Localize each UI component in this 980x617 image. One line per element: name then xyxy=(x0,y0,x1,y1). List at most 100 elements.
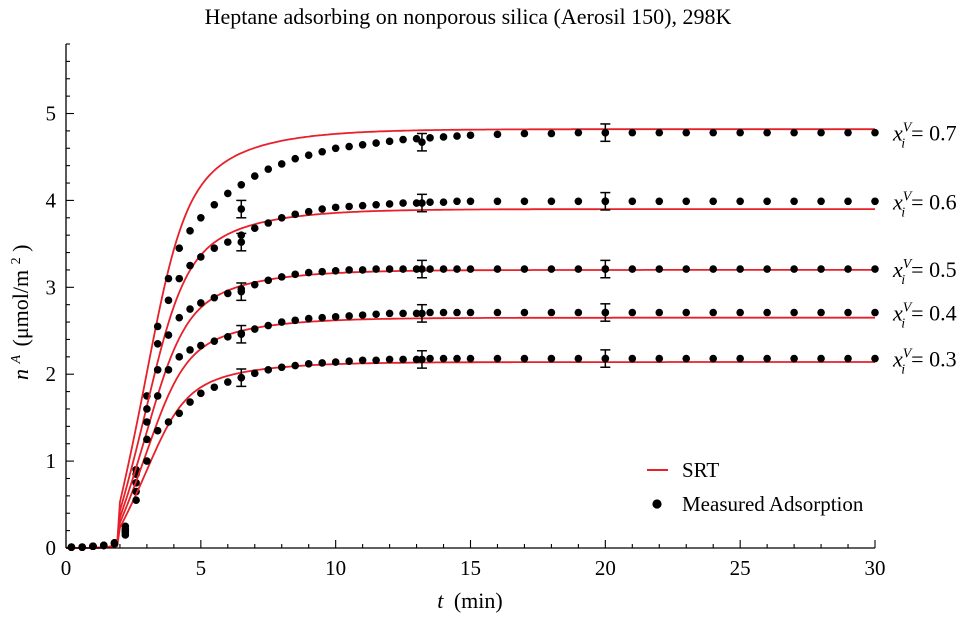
data-point xyxy=(493,308,502,317)
data-point xyxy=(264,165,273,173)
data-point xyxy=(520,129,529,138)
data-point xyxy=(237,238,246,246)
data-point xyxy=(412,134,421,143)
data-point xyxy=(547,354,556,363)
data-point xyxy=(399,309,407,318)
data-point xyxy=(453,197,461,206)
data-point xyxy=(628,128,637,137)
data-point xyxy=(763,197,771,206)
data-point xyxy=(466,354,475,363)
data-point xyxy=(628,354,637,363)
series-label-sub: i xyxy=(901,363,905,378)
data-point xyxy=(291,316,300,325)
x-axis-unit: (min) xyxy=(454,588,503,613)
series-label-sub: i xyxy=(901,205,905,220)
series-label-var: x xyxy=(892,121,903,146)
data-point xyxy=(418,265,426,273)
data-point xyxy=(709,128,717,137)
data-point xyxy=(466,131,475,140)
legend-points-swatch xyxy=(652,499,662,509)
data-point xyxy=(153,366,162,374)
data-point xyxy=(399,355,407,364)
data-point xyxy=(264,321,273,330)
data-point xyxy=(628,308,637,317)
data-point xyxy=(736,308,744,317)
data-point xyxy=(345,202,353,211)
data-point xyxy=(493,354,502,363)
data-point xyxy=(186,398,194,406)
data-point xyxy=(385,355,394,364)
data-point xyxy=(736,128,744,137)
data-point xyxy=(67,543,76,551)
data-point xyxy=(358,356,367,365)
series-label-value: = 0.7 xyxy=(911,121,956,146)
data-point xyxy=(418,309,426,318)
y-tick-label: 4 xyxy=(46,188,57,212)
data-point xyxy=(237,287,246,296)
data-point xyxy=(709,354,717,363)
data-point xyxy=(412,355,421,364)
data-point xyxy=(224,189,232,198)
y-axis-unit-post: ) xyxy=(8,245,33,252)
data-point xyxy=(197,213,205,222)
y-ticks: 0 1 2 3 4 5 xyxy=(46,43,74,560)
data-point xyxy=(493,265,502,273)
data-point xyxy=(210,293,219,302)
data-point xyxy=(682,197,691,206)
data-point xyxy=(709,308,717,317)
data-point xyxy=(237,205,246,213)
data-point xyxy=(277,273,286,281)
data-point xyxy=(250,280,259,289)
data-point xyxy=(763,265,771,273)
fit-line xyxy=(66,128,875,549)
data-point xyxy=(385,265,394,273)
data-point xyxy=(418,138,426,146)
data-point xyxy=(844,308,852,317)
x-tick-label: 15 xyxy=(460,556,481,580)
data-point xyxy=(763,128,771,137)
data-point xyxy=(186,346,194,354)
data-point xyxy=(318,267,326,276)
data-point xyxy=(345,142,353,151)
data-point xyxy=(197,299,205,307)
data-point xyxy=(426,308,434,317)
data-point xyxy=(277,160,286,168)
data-point xyxy=(164,296,173,305)
data-point xyxy=(304,359,313,368)
data-point xyxy=(237,373,246,382)
series-label-sup: V xyxy=(903,121,913,136)
data-point xyxy=(164,331,173,339)
legend-fit-label: SRT xyxy=(682,458,719,482)
data-point xyxy=(291,270,300,279)
y-axis-var: n xyxy=(8,369,33,380)
x-tick-label: 25 xyxy=(730,556,751,580)
series-4 xyxy=(66,349,879,551)
x-ticks: 0 5 10 15 20 25 30 xyxy=(61,540,886,580)
series-label-value: = 0.4 xyxy=(911,301,956,326)
data-point xyxy=(345,357,353,365)
data-point xyxy=(121,531,130,539)
data-point xyxy=(439,133,448,141)
data-point xyxy=(291,210,300,219)
data-point xyxy=(164,366,173,374)
data-point xyxy=(628,265,637,273)
y-axis-var-sup: A xyxy=(9,355,24,365)
data-point xyxy=(601,308,610,317)
y-tick-label: 1 xyxy=(46,449,57,473)
series-label-sub: i xyxy=(901,273,905,288)
y-tick-label: 0 xyxy=(46,536,57,560)
y-tick-label: 3 xyxy=(46,275,57,299)
data-point xyxy=(871,265,879,273)
data-point xyxy=(372,310,380,319)
data-point xyxy=(601,265,610,273)
data-point xyxy=(331,144,340,153)
series-label: xV i = 0.5 xyxy=(892,257,957,288)
data-point xyxy=(304,151,313,160)
data-point xyxy=(143,435,151,444)
data-point xyxy=(601,354,610,363)
data-point xyxy=(164,274,173,283)
data-point xyxy=(345,266,353,274)
data-point xyxy=(655,354,664,363)
data-point xyxy=(385,137,394,146)
data-point xyxy=(817,197,825,206)
